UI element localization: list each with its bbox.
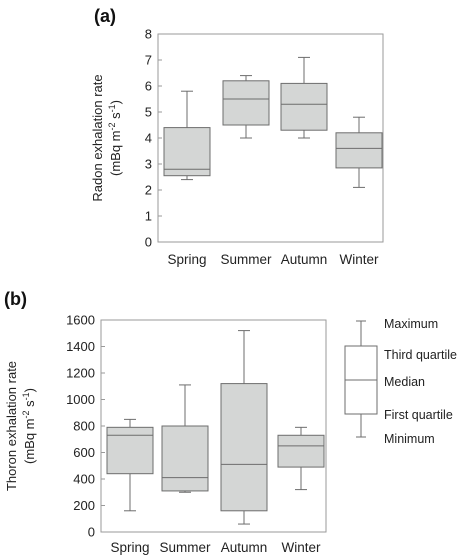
category-label-b: Summer [159, 540, 211, 555]
box-a [222, 80, 270, 126]
panel-b-ylabel: Thoron exhalation rate (mBq m-2 s-1) [4, 361, 37, 491]
category-label-a: Autumn [281, 252, 328, 267]
category-label-b: Winter [281, 540, 321, 555]
category-label-a: Summer [220, 252, 272, 267]
panel-a-ylabel-line1: Radon exhalation rate [90, 74, 105, 201]
category-label-a: Winter [339, 252, 379, 267]
y-tick-label-b: 1400 [66, 339, 95, 354]
box-a [335, 132, 383, 169]
y-tick-label-a: 2 [145, 183, 152, 198]
panel-a-plot: 0 1 2 3 4 5 6 7 8 Spring Summer Autumn Winter [145, 27, 384, 267]
panel-b-ylabel-line2: (mBq m-2 s-1) [21, 388, 37, 464]
y-tick-label-b: 800 [73, 419, 95, 434]
legend-third-quartile: Third quartile [384, 348, 457, 362]
y-tick-label-b: 400 [73, 472, 95, 487]
category-label-b: Autumn [221, 540, 268, 555]
legend-maximum: Maximum [384, 317, 438, 331]
box-b [277, 434, 325, 468]
y-tick-label-a: 7 [145, 53, 152, 68]
y-tick-label-a: 3 [145, 157, 152, 172]
y-tick-label-a: 8 [145, 27, 152, 42]
y-tick-label-b: 1000 [66, 392, 95, 407]
panel-a-ylabel: Radon exhalation rate (mBq m-2 s-1) [90, 74, 123, 201]
box-legend: Maximum Third quartile Median First quar… [344, 317, 457, 446]
category-label-b: Spring [110, 540, 149, 555]
box-b [220, 383, 268, 512]
box-b [161, 425, 209, 492]
plot-frame-b [100, 319, 327, 533]
y-tick-label-a: 5 [145, 105, 152, 120]
y-tick-label-a: 6 [145, 79, 152, 94]
legend-minimum: Minimum [384, 432, 435, 446]
panel-b-label: (b) [4, 289, 27, 309]
y-tick-label-b: 1600 [66, 313, 95, 328]
category-label-a: Spring [167, 252, 206, 267]
box-a [280, 82, 328, 131]
legend-first-quartile: First quartile [384, 408, 453, 422]
legend-median: Median [384, 375, 425, 389]
panel-a-ylabel-line2: (mBq m-2 s-1) [107, 100, 123, 176]
y-tick-label-b: 600 [73, 445, 95, 460]
y-tick-label-a: 4 [145, 131, 152, 146]
panel-a-label: (a) [94, 6, 116, 26]
panel-b-ylabel-line1: Thoron exhalation rate [4, 361, 19, 491]
y-tick-label-b: 0 [88, 525, 95, 540]
y-tick-label-b: 200 [73, 498, 95, 513]
panel-b-plot: 0 200 400 600 800 1000 1200 1400 1600 Spring Summe… [66, 313, 327, 555]
y-tick-label-a: 1 [145, 209, 152, 224]
box-a [163, 127, 211, 177]
y-tick-label-b: 1200 [66, 366, 95, 381]
box-b [106, 426, 154, 475]
y-tick-label-a: 0 [145, 235, 152, 250]
